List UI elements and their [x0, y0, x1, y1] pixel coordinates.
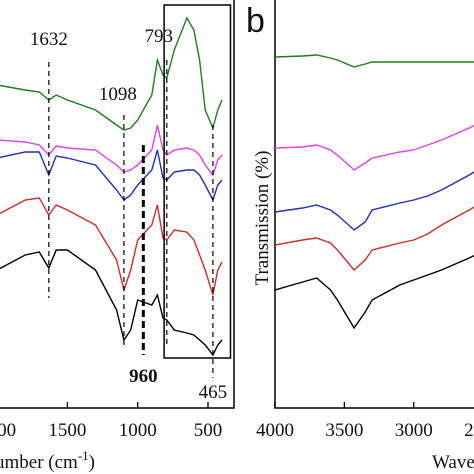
spectrum-line: [0, 249, 223, 357]
spectrum-line: [275, 206, 474, 272]
y-axis-label: Transmission (%): [252, 151, 273, 286]
plot-area: [275, 54, 474, 330]
spectrum-line: [0, 197, 223, 296]
peak-label: 960: [129, 366, 158, 387]
panel: 4000 3500 3000 2500 b Transmission (%) Wavenum…: [246, 0, 474, 473]
highlight-box: [163, 4, 232, 359]
panel: 2000 1500 1000 500 1632 1098 960 793 465 Wavenumb…: [0, 0, 235, 473]
spectrum-line: [275, 254, 474, 330]
spectrum-line: [275, 171, 474, 231]
x-tick-label: 1000: [119, 420, 157, 441]
spectrum-line: [0, 124, 223, 177]
x-tick-label: 3000: [395, 420, 433, 441]
peak-label: 465: [199, 382, 228, 403]
panel-label: b: [246, 2, 265, 40]
x-axis-label-close: ): [89, 452, 95, 473]
x-tick-label: 4000: [256, 420, 294, 441]
plot-area: [0, 16, 223, 357]
plot-frame: [0, 0, 235, 409]
spectrum-line: [0, 16, 223, 131]
peak-label: 1632: [30, 29, 68, 50]
spectrum-line: [275, 54, 474, 68]
peak-label: 1098: [99, 84, 137, 105]
x-axis-label: Wavenumber (cm-1): [0, 448, 95, 473]
x-tick-label: 1500: [48, 420, 86, 441]
x-axis-label-text: Wavenumber (cm: [432, 452, 474, 473]
x-axis-label-text: Wavenumber (cm: [0, 452, 78, 473]
x-tick-label: 2500: [464, 420, 474, 441]
plot-frame: [274, 0, 474, 409]
x-axis-label-sup: -1: [78, 448, 89, 463]
spectrum-line: [0, 149, 223, 202]
x-tick-label: 500: [194, 420, 223, 441]
peak-label: 793: [145, 26, 174, 47]
x-tick-label: 2000: [0, 420, 16, 441]
x-axis-label: Wavenumber (cm-1): [432, 448, 474, 473]
x-tick-label: 3500: [325, 420, 363, 441]
spectrum-line: [275, 124, 474, 171]
